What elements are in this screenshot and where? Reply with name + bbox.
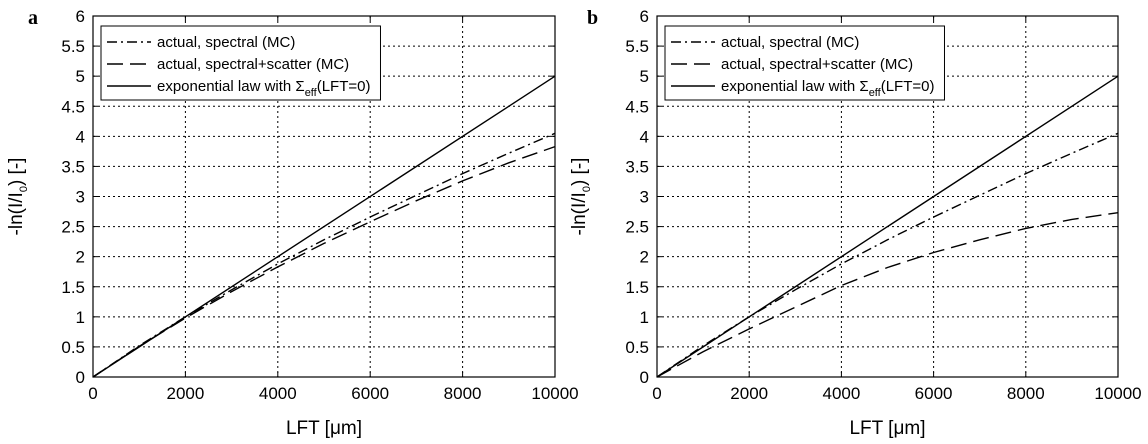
legend: actual, spectral (MC) actual, spectral+sc… [664,25,945,101]
legend-entry: actual, spectral (MC) [157,34,295,51]
x-axis-label: LFT [μm] [286,418,362,439]
y-tick-label: 1.5 [625,278,649,297]
x-axis-label: LFT [μm] [849,418,925,439]
y-tick-label: 0.5 [61,338,85,357]
x-tick-label: 8000 [1007,384,1045,403]
series-line-dashed [656,212,1119,378]
legend-entry: actual, spectral+scatter (MC) [721,56,913,73]
y-tick-label: 6 [640,7,649,26]
y-tick-label: 5.5 [625,37,649,56]
x-tick-label: 6000 [351,384,389,403]
y-tick-label: 0 [76,368,85,387]
series-line-dashdot [656,132,1119,378]
y-tick-label: 6 [76,7,85,26]
y-tick-label: 0.5 [625,338,649,357]
chart-panel-b: b 0 2000 4000 6000 8000 10000 0 0.5 1 1.5 2 2.5 3 3.5 4… [569,7,1142,439]
x-tick-label: 4000 [822,384,860,403]
legend-entry: exponential law with Σeff(LFT=0) [157,78,370,99]
y-tick-label: 4.5 [625,97,649,116]
y-tick-label: 4.5 [61,97,85,116]
y-tick-label: 2 [640,248,649,267]
y-tick-label: 3.5 [61,157,85,176]
y-tick-label: 5 [640,67,649,86]
series-line-dashed [92,145,556,378]
y-tick-label: 0 [640,368,649,387]
x-tick-label: 4000 [259,384,297,403]
legend-entry: exponential law with Σeff(LFT=0) [721,78,934,99]
x-tick-label: 0 [652,384,661,403]
x-tick-label: 2000 [730,384,768,403]
y-tick-label: 1 [640,308,649,327]
legend-box [664,25,945,101]
x-tick-label: 6000 [915,384,953,403]
y-axis-label: -ln(I/I0) [-] [6,158,30,236]
chart-panel-a: a 0 2000 4000 6000 8000 10000 0 0.5 1 1.5 2 2.5 3 3.5 4… [6,7,579,439]
y-tick-label: 1.5 [61,278,85,297]
y-tick-label: 2.5 [625,218,649,237]
x-tick-label: 10000 [531,384,578,403]
legend-entry: actual, spectral (MC) [721,34,859,51]
y-tick-label: 3 [640,188,649,207]
legend: actual, spectral (MC) actual, spectral+sc… [100,25,381,101]
y-tick-label: 3 [76,188,85,207]
y-tick-label: 3.5 [625,157,649,176]
series-line-solid [92,75,556,378]
x-tick-label: 0 [88,384,97,403]
panel-letter: b [587,7,598,29]
series-line-dashdot [92,132,556,378]
y-tick-label: 4 [640,127,649,146]
series-line-solid [656,75,1119,378]
y-tick-label: 2.5 [61,218,85,237]
y-tick-label: 2 [76,248,85,267]
y-tick-label: 5 [76,67,85,86]
y-tick-label: 5.5 [61,37,85,56]
legend-box [100,25,381,101]
plot-frame [92,15,556,378]
y-tick-label: 4 [76,127,85,146]
x-tick-label: 10000 [1094,384,1141,403]
panel-letter: a [28,7,38,29]
x-tick-label: 8000 [444,384,482,403]
x-tick-label: 2000 [166,384,204,403]
legend-entry: actual, spectral+scatter (MC) [157,56,349,73]
y-tick-label: 1 [76,308,85,327]
plot-frame [656,15,1119,378]
y-axis-label: -ln(I/I0) [-] [569,158,593,236]
